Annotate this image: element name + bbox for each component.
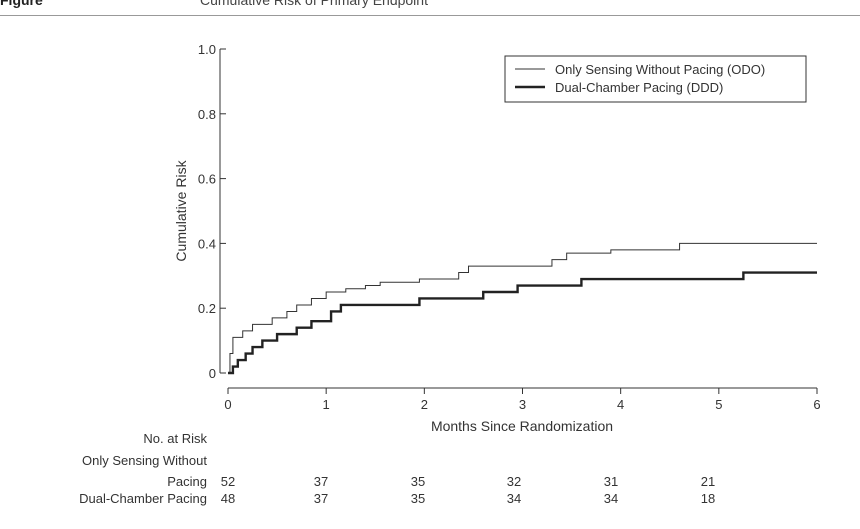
risk-table-header: No. at Risk [143, 431, 207, 446]
legend-box [504, 55, 807, 103]
x-tick-label: 1 [323, 397, 330, 412]
risk-row-label-odo-line2: Pacing [167, 474, 207, 489]
y-tick-label: 0.6 [198, 172, 216, 187]
risk-value-ddd: 48 [221, 491, 235, 506]
y-axis-label: Cumulative Risk [173, 159, 189, 261]
risk-value-ddd: 18 [701, 491, 715, 506]
legend-label: Dual-Chamber Pacing (DDD) [555, 80, 723, 95]
figure-label: Figure [0, 0, 43, 8]
risk-value-ddd: 37 [314, 491, 328, 506]
y-tick-label: 0.2 [198, 301, 216, 316]
risk-table: No. at Risk Only Sensing Without Pacing … [79, 431, 715, 506]
risk-value-odo: 35 [411, 474, 425, 489]
risk-value-odo: 32 [507, 474, 521, 489]
risk-value-odo: 21 [701, 474, 715, 489]
risk-value-ddd: 35 [411, 491, 425, 506]
risk-row-label-odo-line1: Only Sensing Without [82, 453, 207, 468]
risk-row-label-ddd: Dual-Chamber Pacing [79, 491, 207, 506]
risk-value-ddd: 34 [604, 491, 618, 506]
axes: 0 0.2 0.4 0.6 0.8 1.0 0 1 2 3 4 5 6 [198, 42, 821, 412]
series-layer [228, 242, 817, 375]
series-line-odo [228, 242, 817, 374]
risk-value-odo: 31 [604, 474, 618, 489]
series-line-ddd [228, 271, 817, 375]
y-tick-label: 1.0 [198, 42, 216, 57]
figure-subtitle: Cumulative Risk of Primary Endpoint [200, 0, 428, 8]
x-tick-label: 5 [715, 397, 722, 412]
x-tick-label: 6 [813, 397, 820, 412]
x-tick-label: 2 [421, 397, 428, 412]
risk-value-ddd: 34 [507, 491, 521, 506]
x-tick-label: 3 [519, 397, 526, 412]
x-tick-label: 4 [617, 397, 624, 412]
x-tick-label: 0 [224, 397, 231, 412]
legend: Only Sensing Without Pacing (ODO) Dual-Ch… [504, 55, 807, 103]
legend-label: Only Sensing Without Pacing (ODO) [555, 62, 765, 77]
risk-value-odo: 52 [221, 474, 235, 489]
y-tick-label: 0 [209, 366, 216, 381]
header-divider [0, 15, 860, 16]
y-tick-label: 0.8 [198, 107, 216, 122]
risk-value-odo: 37 [314, 474, 328, 489]
y-tick-label: 0.4 [198, 236, 216, 251]
x-axis-label: Months Since Randomization [431, 418, 613, 434]
